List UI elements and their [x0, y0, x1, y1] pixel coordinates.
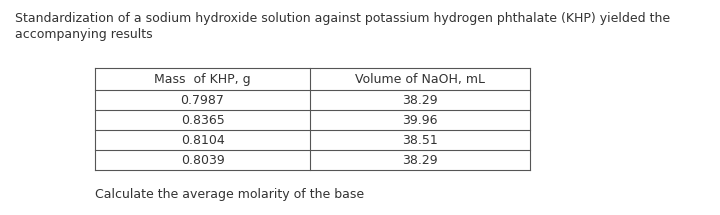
Text: 0.8104: 0.8104	[181, 134, 225, 146]
Text: Mass  of KHP, g: Mass of KHP, g	[154, 72, 251, 86]
Text: Volume of NaOH, mL: Volume of NaOH, mL	[355, 72, 485, 86]
Text: Calculate the average molarity of the base: Calculate the average molarity of the ba…	[95, 188, 364, 201]
Text: 39.96: 39.96	[402, 114, 438, 126]
Text: 0.8365: 0.8365	[181, 114, 225, 126]
Text: 38.29: 38.29	[402, 94, 438, 106]
Text: accompanying results: accompanying results	[15, 28, 153, 41]
Text: 0.7987: 0.7987	[181, 94, 225, 106]
Text: Standardization of a sodium hydroxide solution against potassium hydrogen phthal: Standardization of a sodium hydroxide so…	[15, 12, 670, 25]
Text: 0.8039: 0.8039	[181, 154, 225, 166]
Text: 38.29: 38.29	[402, 154, 438, 166]
Text: 38.51: 38.51	[402, 134, 438, 146]
